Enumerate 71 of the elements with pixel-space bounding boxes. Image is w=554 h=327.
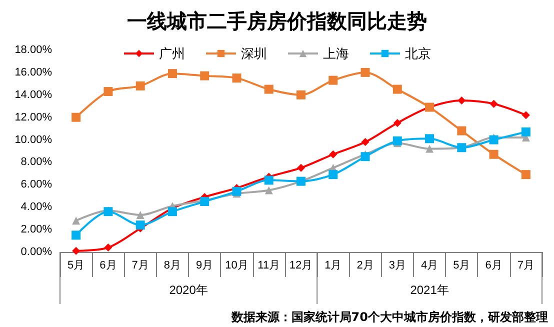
point [200, 71, 210, 80]
point [393, 118, 402, 127]
point [425, 134, 434, 144]
y-tick-label: 2.00% [20, 224, 52, 236]
point [168, 207, 177, 216]
point [522, 111, 530, 120]
x-tick-label: 7月 [517, 260, 534, 272]
point [392, 136, 402, 146]
point [136, 220, 145, 230]
point [232, 186, 242, 196]
point [72, 216, 80, 225]
point [490, 100, 498, 108]
legend-label: 上海 [323, 46, 349, 61]
x-tick-label: 6月 [485, 260, 502, 272]
point [104, 244, 112, 252]
point [264, 84, 274, 94]
x-tick-label: 10月 [225, 260, 248, 272]
x-tick-label: 3月 [388, 260, 406, 272]
x-tick-label: 1月 [324, 260, 342, 272]
x-tick-label: 8月 [164, 260, 182, 272]
point [136, 210, 144, 219]
point [392, 84, 402, 94]
y-tick-label: 18.00% [14, 44, 52, 56]
point [104, 87, 113, 96]
legend-label: 深圳 [241, 46, 267, 61]
y-tick-label: 8.00% [20, 156, 52, 168]
point [360, 152, 370, 162]
point [458, 96, 466, 104]
point [72, 230, 81, 240]
x-tick-label: 9月 [196, 260, 214, 272]
text: 2021年 [410, 283, 449, 297]
point [72, 112, 81, 122]
legend-label: 北京 [405, 46, 431, 61]
point [360, 68, 370, 77]
point [72, 246, 80, 255]
point [264, 186, 273, 194]
x-tick-label: 6月 [100, 260, 117, 272]
legend-label: 广州 [159, 46, 185, 61]
text: 2020年 [169, 283, 208, 297]
y-tick-label: 4.00% [20, 201, 52, 214]
y-tick-label: 16.00% [14, 66, 52, 78]
point [232, 74, 242, 83]
point [296, 90, 306, 100]
x-tick-label: 5月 [68, 260, 85, 272]
x-tick-label: 11月 [258, 260, 280, 272]
point [136, 81, 145, 90]
y-tick-label: 0.00% [20, 246, 52, 258]
y-tick-label: 10.00% [14, 134, 52, 146]
point [489, 150, 498, 159]
source-note: 数据来源：国家统计局70个大中城市房价指数，研发部整理 [230, 310, 548, 324]
y-tick-label: 12.00% [14, 111, 52, 124]
point [426, 144, 434, 153]
point [489, 135, 498, 144]
point [361, 138, 370, 146]
point [264, 176, 274, 185]
y-tick-label: 14.00% [14, 88, 52, 101]
y-tick-label: 6.00% [20, 178, 52, 191]
x-tick-label: 4月 [420, 260, 438, 272]
x-tick-label: 2月 [356, 260, 374, 272]
point [329, 150, 338, 158]
x-tick-label: 12月 [289, 260, 313, 272]
point [521, 127, 530, 136]
x-tick-label: 7月 [132, 260, 149, 272]
point [521, 170, 530, 180]
point [297, 164, 305, 172]
point [168, 69, 177, 78]
point [328, 76, 338, 85]
point [457, 126, 466, 136]
x-tick-label: 5月 [453, 260, 470, 272]
chart-title: 一线城市二手房房价指数同比走势 [127, 9, 427, 33]
point [328, 170, 338, 180]
